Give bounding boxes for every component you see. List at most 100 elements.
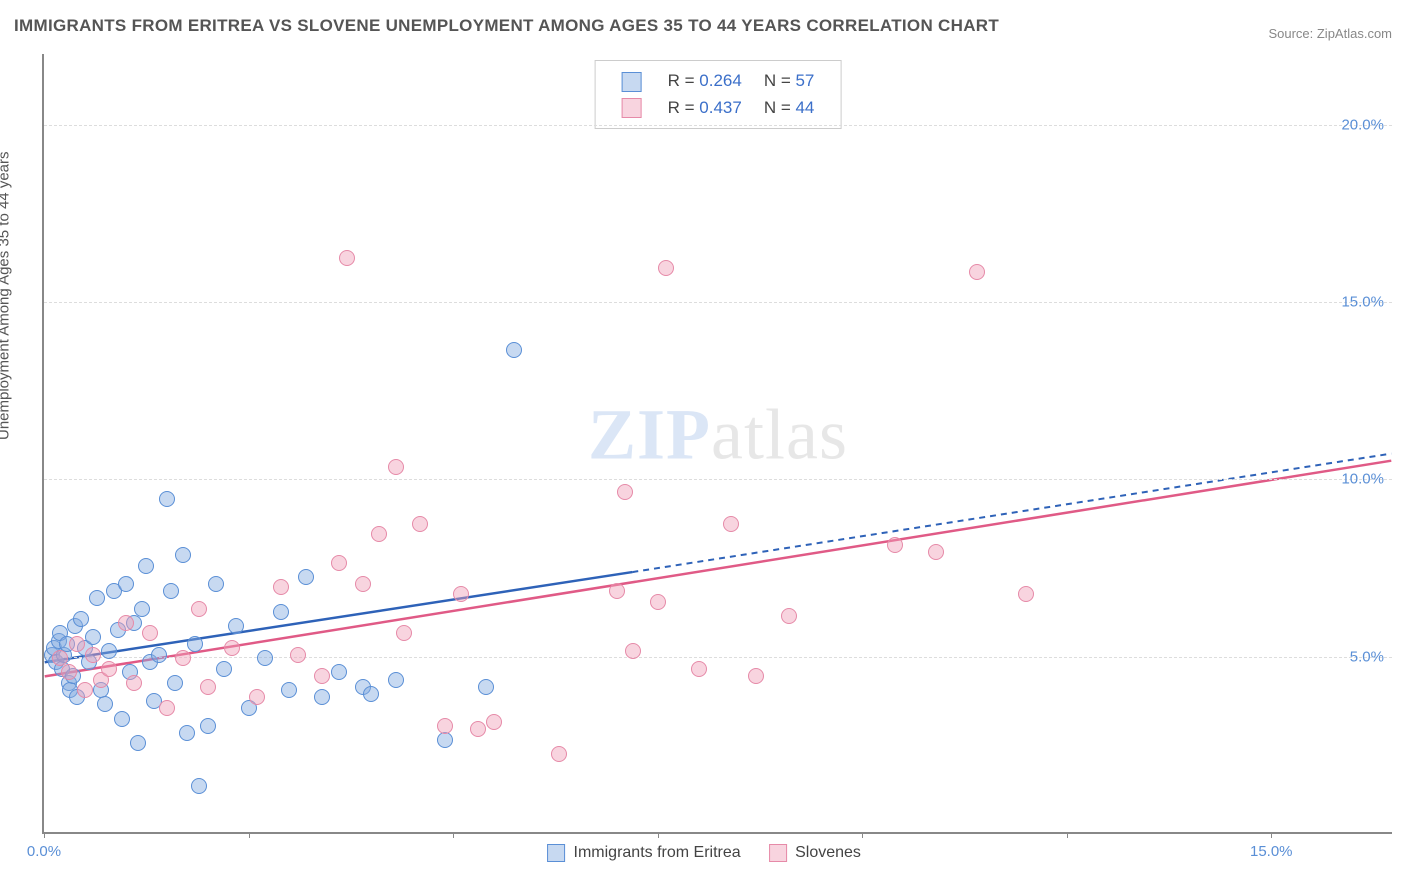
- data-point: [331, 555, 347, 571]
- gridline: [44, 125, 1392, 126]
- data-point: [388, 672, 404, 688]
- data-point: [187, 636, 203, 652]
- data-point: [85, 629, 101, 645]
- x-tick-label: 15.0%: [1250, 843, 1293, 860]
- plot-area: ZIPatlas R = 0.264N = 57R = 0.437N = 44 …: [42, 54, 1392, 834]
- data-point: [437, 718, 453, 734]
- data-point: [781, 608, 797, 624]
- data-point: [396, 625, 412, 641]
- source-label: Source: ZipAtlas.com: [1268, 26, 1392, 41]
- data-point: [228, 618, 244, 634]
- data-point: [506, 342, 522, 358]
- data-point: [138, 558, 154, 574]
- x-tick: [1271, 832, 1272, 838]
- legend-item: Immigrants from Eritrea: [547, 844, 741, 861]
- data-point: [163, 583, 179, 599]
- x-tick-label: 0.0%: [27, 843, 61, 860]
- data-point: [159, 491, 175, 507]
- data-point: [273, 579, 289, 595]
- data-point: [257, 650, 273, 666]
- data-point: [551, 746, 567, 762]
- legend-stat-row: R = 0.264N = 57: [612, 69, 825, 94]
- y-tick-label: 20.0%: [1341, 116, 1384, 133]
- data-point: [69, 636, 85, 652]
- watermark: ZIPatlas: [588, 394, 848, 477]
- y-tick-label: 5.0%: [1350, 648, 1384, 665]
- data-point: [339, 250, 355, 266]
- data-point: [73, 611, 89, 627]
- data-point: [151, 647, 167, 663]
- data-point: [85, 647, 101, 663]
- data-point: [101, 643, 117, 659]
- data-point: [114, 711, 130, 727]
- y-tick-label: 10.0%: [1341, 471, 1384, 488]
- legend-stats: R = 0.264N = 57R = 0.437N = 44: [595, 60, 842, 129]
- data-point: [658, 260, 674, 276]
- chart-title: IMMIGRANTS FROM ERITREA VS SLOVENE UNEMP…: [14, 16, 999, 36]
- data-point: [486, 714, 502, 730]
- data-point: [191, 778, 207, 794]
- data-point: [208, 576, 224, 592]
- data-point: [118, 576, 134, 592]
- data-point: [453, 586, 469, 602]
- x-tick: [453, 832, 454, 838]
- data-point: [273, 604, 289, 620]
- data-point: [355, 576, 371, 592]
- legend-series: Immigrants from Eritrea Slovenes: [547, 844, 889, 862]
- data-point: [314, 689, 330, 705]
- data-point: [887, 537, 903, 553]
- x-tick: [862, 832, 863, 838]
- data-point: [130, 735, 146, 751]
- data-point: [142, 625, 158, 641]
- data-point: [969, 264, 985, 280]
- x-tick: [1067, 832, 1068, 838]
- data-point: [191, 601, 207, 617]
- data-point: [77, 682, 93, 698]
- data-point: [470, 721, 486, 737]
- data-point: [224, 640, 240, 656]
- data-point: [314, 668, 330, 684]
- data-point: [371, 526, 387, 542]
- gridline: [44, 479, 1392, 480]
- data-point: [363, 686, 379, 702]
- data-point: [179, 725, 195, 741]
- data-point: [159, 700, 175, 716]
- data-point: [290, 647, 306, 663]
- data-point: [200, 679, 216, 695]
- data-point: [437, 732, 453, 748]
- data-point: [609, 583, 625, 599]
- x-tick: [249, 832, 250, 838]
- data-point: [175, 650, 191, 666]
- data-point: [281, 682, 297, 698]
- data-point: [200, 718, 216, 734]
- data-point: [928, 544, 944, 560]
- data-point: [101, 661, 117, 677]
- data-point: [331, 664, 347, 680]
- gridline: [44, 302, 1392, 303]
- x-tick: [44, 832, 45, 838]
- data-point: [61, 664, 77, 680]
- legend-stat-row: R = 0.437N = 44: [612, 96, 825, 121]
- data-point: [118, 615, 134, 631]
- y-tick-label: 15.0%: [1341, 294, 1384, 311]
- data-point: [691, 661, 707, 677]
- data-point: [723, 516, 739, 532]
- data-point: [167, 675, 183, 691]
- x-tick: [658, 832, 659, 838]
- data-point: [1018, 586, 1034, 602]
- data-point: [478, 679, 494, 695]
- data-point: [625, 643, 641, 659]
- data-point: [97, 696, 113, 712]
- data-point: [134, 601, 150, 617]
- data-point: [650, 594, 666, 610]
- gridline: [44, 657, 1392, 658]
- data-point: [175, 547, 191, 563]
- data-point: [126, 675, 142, 691]
- data-point: [216, 661, 232, 677]
- legend-item: Slovenes: [769, 844, 861, 861]
- data-point: [617, 484, 633, 500]
- data-point: [412, 516, 428, 532]
- data-point: [249, 689, 265, 705]
- data-point: [748, 668, 764, 684]
- data-point: [298, 569, 314, 585]
